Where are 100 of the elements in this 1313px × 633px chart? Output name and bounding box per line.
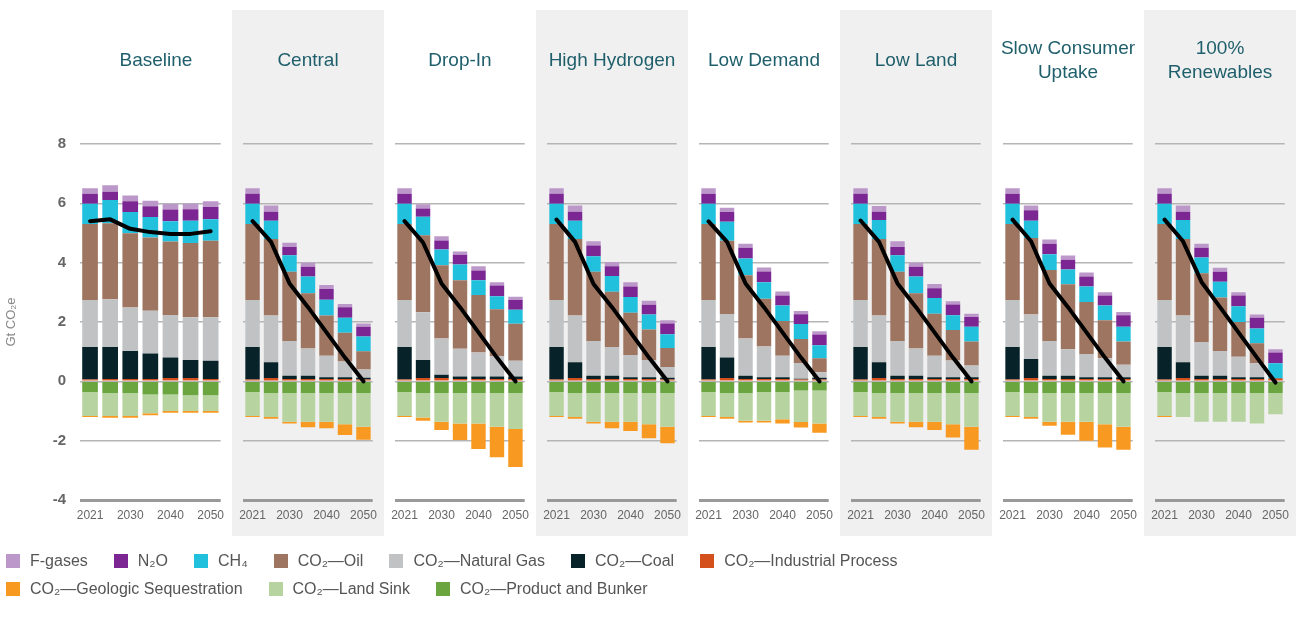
- bar: [1079, 392, 1094, 422]
- bar: [623, 286, 638, 298]
- bar: [549, 300, 564, 347]
- bar: [586, 382, 601, 393]
- x-tick-label: 2040: [157, 507, 185, 522]
- y-tick-label: 2: [57, 312, 66, 330]
- bar: [300, 262, 316, 267]
- bar: [1005, 346, 1020, 380]
- bar: [162, 314, 179, 358]
- bar: [738, 382, 753, 393]
- bar: [719, 357, 735, 379]
- x-tick-label: 2030: [580, 507, 608, 522]
- bar: [434, 338, 449, 375]
- bar: [245, 193, 260, 204]
- bar: [245, 392, 260, 417]
- bar: [964, 426, 979, 450]
- bar: [282, 271, 297, 341]
- bar: [1060, 269, 1076, 285]
- bar: [549, 224, 564, 301]
- y-tick-label: 0: [57, 371, 66, 389]
- bar: [1023, 359, 1039, 379]
- bar: [964, 313, 979, 317]
- bar: [415, 359, 431, 379]
- chart-title: Low Land: [873, 48, 959, 72]
- bar: [1060, 255, 1076, 260]
- bar: [853, 346, 868, 380]
- bar: [1060, 392, 1076, 422]
- bar: [641, 314, 657, 330]
- bar: [1079, 354, 1094, 378]
- bar: [1268, 382, 1283, 393]
- bar: [549, 203, 564, 225]
- bar: [415, 312, 431, 360]
- bar: [1231, 306, 1246, 322]
- bar: [890, 255, 905, 272]
- bar: [1116, 382, 1131, 393]
- bar: [471, 382, 486, 393]
- bar: [452, 392, 468, 424]
- bar: [793, 324, 809, 339]
- bar: [397, 188, 412, 194]
- bar: [300, 382, 316, 393]
- bar: [586, 392, 601, 422]
- bar: [489, 282, 505, 286]
- bar: [964, 341, 979, 366]
- bar: [775, 382, 790, 393]
- bar: [871, 382, 887, 393]
- bar: [1023, 392, 1039, 417]
- bar: [415, 216, 431, 236]
- bar: [793, 382, 809, 391]
- y-axis-title: Gt CO₂e: [3, 297, 19, 347]
- y-tick-label: 6: [57, 193, 66, 211]
- bar: [1231, 392, 1246, 422]
- bar: [1194, 247, 1209, 258]
- bar: [300, 392, 316, 422]
- bar: [567, 315, 583, 363]
- bar: [908, 392, 924, 422]
- bar: [397, 392, 412, 417]
- x-tick-label: 2030: [428, 507, 456, 522]
- bar: [1005, 203, 1020, 225]
- bar: [1194, 273, 1209, 342]
- bar: [945, 382, 961, 393]
- bar: [701, 392, 716, 417]
- bar: [927, 288, 942, 298]
- bar: [142, 310, 159, 354]
- bar: [964, 326, 979, 342]
- bar: [1212, 271, 1228, 282]
- x-tick-label: 2050: [654, 507, 682, 522]
- bar: [641, 300, 657, 305]
- bar: [871, 392, 887, 417]
- bar: [142, 353, 159, 379]
- bar: [719, 392, 735, 417]
- bar: [927, 284, 942, 289]
- x-tick-label: 2050: [350, 507, 378, 522]
- bar: [641, 304, 657, 315]
- bar: [890, 241, 905, 247]
- bar: [756, 382, 772, 393]
- bar: [471, 352, 486, 377]
- bar: [162, 209, 179, 222]
- bar: [142, 206, 159, 217]
- bar: [1023, 378, 1039, 381]
- bar: [337, 392, 353, 425]
- bar: [82, 193, 98, 204]
- bar: [1116, 326, 1131, 342]
- bar: [1175, 211, 1191, 220]
- bar: [871, 211, 887, 220]
- bar: [1005, 392, 1020, 417]
- bar: [122, 307, 139, 352]
- bar: [719, 207, 735, 212]
- bar: [162, 203, 179, 210]
- bar: [623, 297, 638, 313]
- bar: [604, 346, 620, 376]
- bar: [1249, 328, 1265, 344]
- bar: [182, 395, 199, 411]
- bar: [162, 394, 179, 411]
- bar: [82, 300, 98, 347]
- bar: [756, 271, 772, 283]
- bar: [319, 355, 334, 378]
- bar: [202, 206, 219, 220]
- x-tick-label: 2030: [1036, 507, 1064, 522]
- bar: [434, 374, 449, 379]
- bar: [489, 426, 505, 458]
